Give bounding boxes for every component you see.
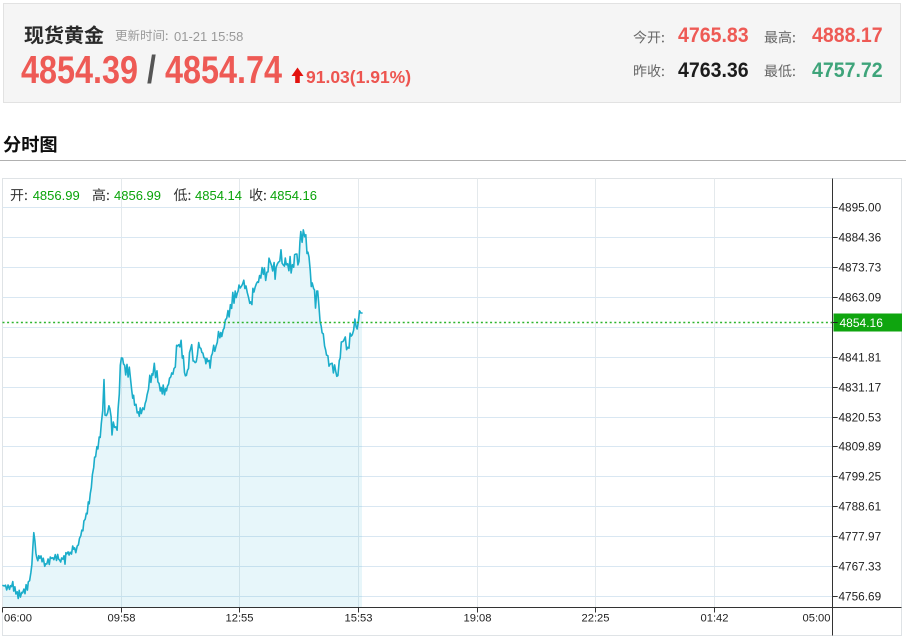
svg-text:4884.36: 4884.36	[839, 231, 882, 245]
svg-text:12:55: 12:55	[226, 613, 254, 625]
svg-text:4756.69: 4756.69	[839, 590, 882, 604]
svg-text:01:42: 01:42	[701, 613, 729, 625]
svg-text:4856.99: 4856.99	[33, 188, 80, 203]
svg-text:4809.89: 4809.89	[839, 440, 882, 454]
svg-text:06:00: 06:00	[4, 613, 32, 625]
svg-text:09:58: 09:58	[108, 613, 136, 625]
svg-text:4841.81: 4841.81	[839, 351, 882, 365]
svg-text:4873.73: 4873.73	[839, 261, 882, 275]
svg-text:4777.97: 4777.97	[839, 530, 882, 544]
svg-text:4767.33: 4767.33	[839, 560, 882, 574]
svg-text:4788.61: 4788.61	[839, 500, 882, 514]
svg-text:19:08: 19:08	[464, 613, 492, 625]
svg-text:22:25: 22:25	[582, 613, 610, 625]
svg-text:4895.00: 4895.00	[839, 201, 882, 215]
svg-text:4799.25: 4799.25	[839, 470, 882, 484]
svg-text:4856.99: 4856.99	[114, 188, 161, 203]
svg-text:05:00: 05:00	[803, 613, 831, 625]
svg-text:4863.09: 4863.09	[839, 291, 882, 305]
svg-text:15:53: 15:53	[345, 613, 373, 625]
svg-text:4854.16: 4854.16	[840, 316, 884, 330]
svg-text:4831.17: 4831.17	[839, 381, 882, 395]
svg-text:4854.16: 4854.16	[270, 188, 317, 203]
svg-text:4854.14: 4854.14	[195, 188, 242, 203]
svg-text:4820.53: 4820.53	[839, 411, 882, 425]
